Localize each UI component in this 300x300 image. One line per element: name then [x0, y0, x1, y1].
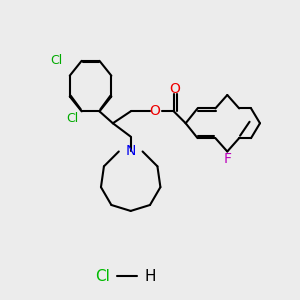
- Text: F: F: [223, 152, 231, 166]
- Text: Cl: Cl: [50, 54, 62, 67]
- Text: O: O: [169, 82, 180, 96]
- Text: Cl: Cl: [95, 269, 110, 284]
- Text: N: N: [125, 145, 136, 158]
- Text: O: O: [149, 104, 160, 118]
- Text: Cl: Cl: [67, 112, 79, 125]
- Text: H: H: [144, 269, 156, 284]
